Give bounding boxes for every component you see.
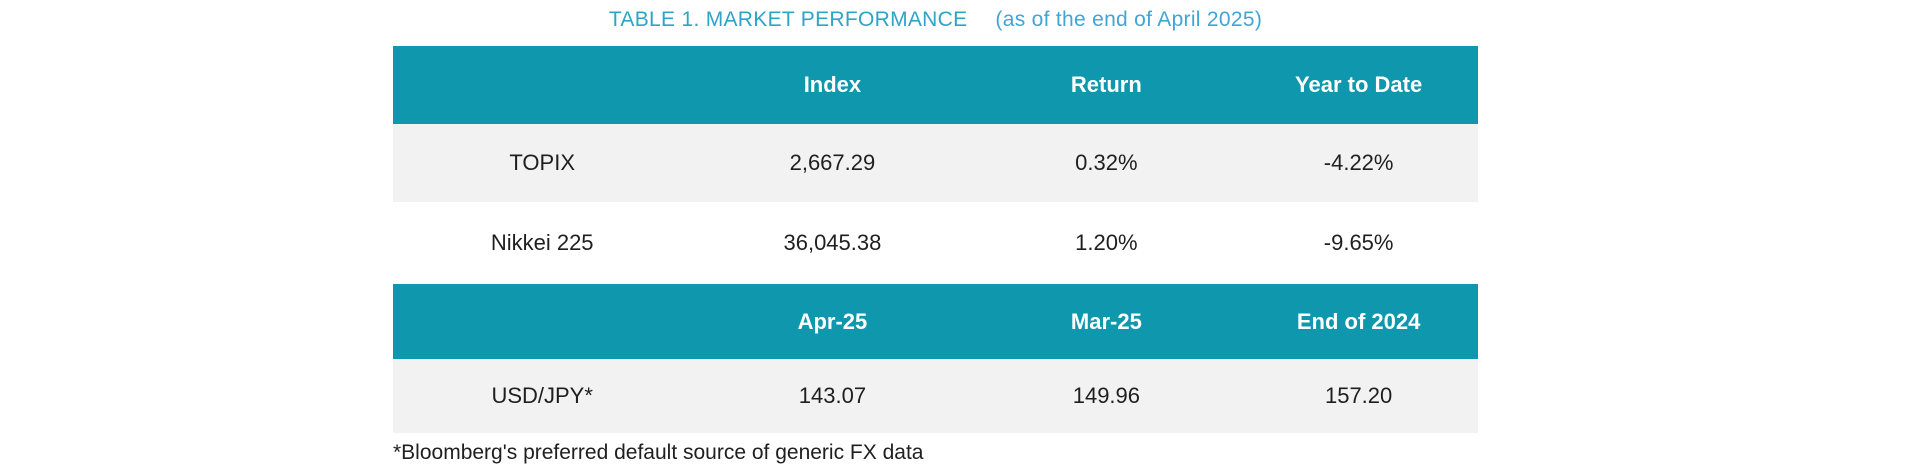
row-label-nikkei-225: Nikkei 225 <box>490 230 594 255</box>
header-cell-apr-25: Apr-25 <box>797 308 868 334</box>
nikkei-index-value: 36,045.38 <box>783 230 882 255</box>
header-cell-mar-25: Mar-25 <box>1070 308 1142 334</box>
usd-jpy-apr-25-value: 143.07 <box>798 383 867 408</box>
topix-ytd-value: -4.22% <box>1323 150 1394 175</box>
table-title-date-suffix: (as of the end of April 2025) <box>995 8 1263 31</box>
header-cell-index: Index <box>803 72 862 97</box>
table-title-main: TABLE 1. MARKET PERFORMANCE <box>608 8 968 31</box>
header-cell-year-to-date: Year to Date <box>1295 72 1423 97</box>
table-title: TABLE 1. MARKET PERFORMANCE (as of the en… <box>393 8 1478 32</box>
index-table-header-row: Index Return Year to Date <box>393 46 1478 124</box>
nikkei-return-value: 1.20% <box>1075 230 1138 255</box>
table-row-nikkei-225: Nikkei 225 36,045.38 1.20% -9.65% <box>393 202 1478 284</box>
topix-return-value: 0.32% <box>1075 150 1138 175</box>
footnote: *Bloomberg's preferred default source of… <box>393 441 924 464</box>
row-label-topix: TOPIX <box>509 150 575 175</box>
row-label-usd-jpy: USD/JPY* <box>491 383 593 408</box>
table-row-topix: TOPIX 2,667.29 0.32% -4.22% <box>393 124 1478 202</box>
market-performance-table: Index Return Year to Date TOPIX 2,667.29… <box>393 46 1478 433</box>
usd-jpy-mar-25-value: 149.96 <box>1072 383 1141 408</box>
usd-jpy-end-2024-value: 157.20 <box>1324 383 1393 408</box>
fx-table-header-row: Apr-25 Mar-25 End of 2024 <box>393 284 1478 359</box>
topix-index-value: 2,667.29 <box>789 150 876 175</box>
nikkei-ytd-value: -9.65% <box>1323 230 1394 255</box>
table-row-usd-jpy: USD/JPY* 143.07 149.96 157.20 <box>393 359 1478 433</box>
header-cell-return: Return <box>1070 72 1142 97</box>
header-cell-end-of-2024: End of 2024 <box>1296 308 1421 334</box>
